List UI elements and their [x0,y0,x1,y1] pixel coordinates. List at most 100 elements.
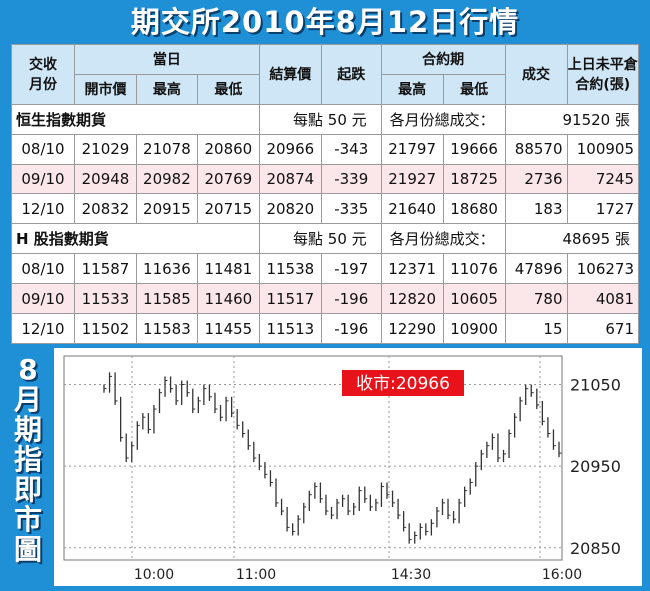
cell-volume: 47896 [504,253,568,285]
close-label: 收市:20966 [356,374,450,394]
cell-open: 20948 [74,163,137,195]
cell-open: 20832 [74,193,137,225]
cell-change: -343 [320,133,382,165]
section-name: H 股指數期貨 [11,223,260,255]
cell-low: 11481 [196,253,260,285]
section-total-value: 48695 張 [504,223,640,255]
section-total-label: 各月份總成交： [380,223,506,255]
section-unit: 每點 50 元 [258,223,382,255]
cell-cp-low: 11076 [442,253,506,285]
cell-open: 21029 [74,133,137,165]
header-change: 起跌 [320,44,382,105]
cell-cp-low: 18680 [442,193,506,225]
cell-high: 11585 [135,283,198,315]
header-today: 當日 [74,44,260,75]
cell-low: 20860 [196,133,260,165]
cell-oi: 100905 [566,133,640,165]
plot-area [63,355,563,561]
cell-low: 11455 [196,313,260,344]
cell-cp-high: 21927 [380,163,444,195]
header-open: 開市價 [74,73,137,105]
intraday-chart-svg: 10:00 11:00 14:30 16:00 21050 20950 20850 收市:20… [63,355,621,583]
section-row: H 股指數期貨 每點 50 元各月份總成交： 48695 張 [11,223,640,255]
cell-cp-high: 12371 [380,253,444,285]
cell-month: 08/10 [11,133,75,165]
cell-settle: 20820 [258,193,322,225]
cell-volume: 2736 [504,163,568,195]
futures-table: 交收 月份 當日 結算價 起跌 合約期 成交 上日未平倉 合約(張) 開市價 最高 … [11,44,640,344]
header-high: 最高 [135,73,198,105]
cell-cp-high: 12290 [380,313,444,344]
cell-open: 11502 [74,313,137,344]
cell-oi: 4081 [566,283,640,315]
header-volume: 成交 [504,44,568,105]
table-row: 08/10 11587 11636 11481 11538 -197 12371 11076 4… [11,253,640,285]
page-title: 期交所2010年8月12日行情 [130,5,520,39]
cell-month: 12/10 [11,313,75,344]
cell-oi: 1727 [566,193,640,225]
section-total-value: 91520 張 [504,103,640,135]
y-tick-label: 20850 [570,539,621,558]
cell-settle: 11538 [258,253,322,285]
cell-oi: 106273 [566,253,640,285]
header-contract-period: 合約期 [380,44,506,75]
section-name: 恒生指數期貨 [11,103,260,135]
header-cp-high: 最高 [380,73,444,105]
cell-high: 20982 [135,163,198,195]
cell-change: -339 [320,163,382,195]
cell-cp-low: 10900 [442,313,506,344]
table-row: 08/10 21029 21078 20860 20966 -343 21797 19666 8… [11,133,640,165]
cell-low: 20769 [196,163,260,195]
x-tick-label: 16:00 [542,567,582,583]
table-row: 09/10 20948 20982 20769 20874 -339 21927 18725 2… [11,163,640,195]
cell-month: 08/10 [11,253,75,285]
section-row: 恒生指數期貨 每點 50 元各月份總成交： 91520 張 [11,103,640,135]
cell-settle: 11517 [258,283,322,315]
header-cp-low: 最低 [442,73,506,105]
cell-high: 11583 [135,313,198,344]
cell-volume: 15 [504,313,568,344]
header-prev-oi: 上日未平倉 合約(張) [566,44,640,105]
cell-high: 11636 [135,253,198,285]
cell-cp-high: 21797 [380,133,444,165]
x-tick-label: 14:30 [391,567,431,583]
header-low: 最低 [196,73,260,105]
cell-volume: 780 [504,283,568,315]
cell-settle: 20874 [258,163,322,195]
section-total-label: 各月份總成交： [380,103,506,135]
header-contract-month: 交收 月份 [11,44,75,105]
cell-settle: 20966 [258,133,322,165]
cell-high: 21078 [135,133,198,165]
cell-change: -196 [320,313,382,344]
cell-settle: 11513 [258,313,322,344]
cell-month: 09/10 [11,283,75,315]
cell-open: 11587 [74,253,137,285]
cell-open: 11533 [74,283,137,315]
cell-volume: 88570 [504,133,568,165]
cell-change: -197 [320,253,382,285]
cell-cp-high: 12820 [380,283,444,315]
cell-oi: 7245 [566,163,640,195]
cell-cp-low: 19666 [442,133,506,165]
x-tick-label: 11:00 [236,567,276,583]
cell-low: 20715 [196,193,260,225]
cell-cp-high: 21640 [380,193,444,225]
close-badge [342,370,464,396]
table-row: 12/10 20832 20915 20715 20820 -335 21640 18680 1… [11,193,640,225]
cell-volume: 183 [504,193,568,225]
y-tick-label: 21050 [570,376,621,395]
table-row: 12/10 11502 11583 11455 11513 -196 12290 10900 1… [11,313,640,344]
cell-change: -196 [320,283,382,315]
intraday-chart: 10:00 11:00 14:30 16:00 21050 20950 20850 收市:20… [54,348,642,586]
cell-month: 12/10 [11,193,75,225]
header-settle: 結算價 [258,44,322,105]
y-tick-label: 20950 [570,457,621,476]
cell-cp-low: 18725 [442,163,506,195]
cell-oi: 671 [566,313,640,344]
cell-change: -335 [320,193,382,225]
table-row: 09/10 11533 11585 11460 11517 -196 12820 10605 7… [11,283,640,315]
section-unit: 每點 50 元 [258,103,382,135]
cell-month: 09/10 [11,163,75,195]
cell-cp-low: 10605 [442,283,506,315]
